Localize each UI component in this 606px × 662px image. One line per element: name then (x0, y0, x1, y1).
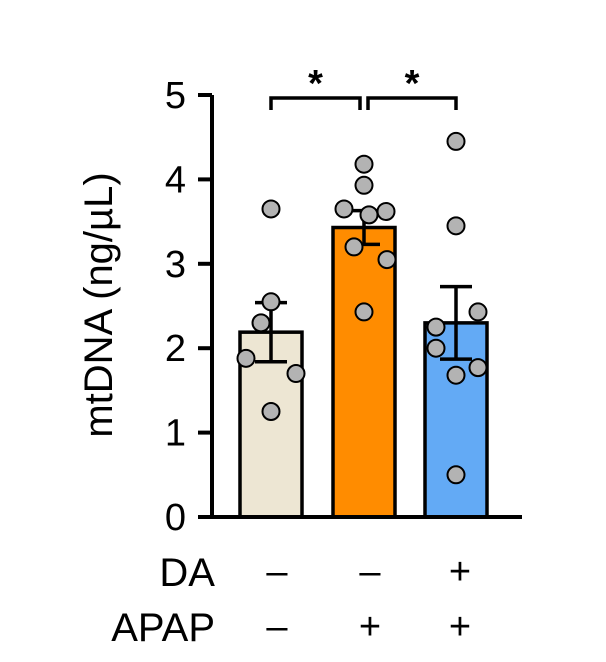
condition-value: + (359, 606, 381, 648)
data-point (446, 216, 466, 236)
data-point (376, 201, 396, 221)
data-point (468, 302, 488, 322)
data-point (344, 237, 364, 257)
data-point (354, 175, 374, 195)
data-point (354, 302, 374, 322)
condition-table: DA – – + APAP – + + (111, 551, 471, 650)
y-tick-label: 3 (165, 244, 186, 286)
condition-value: + (449, 606, 471, 648)
data-point (236, 348, 256, 368)
y-tick-label: 0 (165, 497, 186, 539)
y-axis-label: mtDNA (ng/µL) (77, 172, 121, 437)
significance-bracket-0 (269, 96, 362, 110)
data-point (446, 131, 466, 151)
condition-value: – (266, 551, 288, 593)
data-point (359, 205, 379, 225)
y-tick-label: 5 (165, 75, 186, 117)
significance-brackets: * * (269, 63, 458, 110)
data-point (446, 365, 466, 385)
y-tick-label: 2 (165, 328, 186, 370)
condition-label-apap: APAP (111, 606, 215, 650)
y-tick-label: 4 (165, 159, 186, 201)
data-point (446, 465, 466, 485)
condition-label-da: DA (159, 551, 215, 595)
data-point (251, 313, 271, 333)
significance-label-1: * (405, 63, 420, 105)
bar-1 (331, 225, 397, 519)
data-point (261, 292, 281, 312)
condition-value: + (449, 551, 471, 593)
y-axis-label-group: mtDNA (ng/µL) (77, 172, 121, 437)
significance-label-0: * (308, 63, 323, 105)
condition-value: – (266, 606, 288, 648)
significance-bracket-1 (366, 96, 458, 110)
data-point (377, 250, 397, 270)
data-point (354, 154, 374, 174)
y-tick-label: 1 (165, 413, 186, 455)
data-point (261, 199, 281, 219)
data-point (426, 338, 446, 358)
data-point (286, 364, 306, 384)
condition-value: – (359, 551, 381, 593)
data-point (334, 199, 354, 219)
data-points-group (236, 131, 488, 485)
data-point (426, 317, 446, 337)
y-axis: 0 1 2 3 4 5 (165, 75, 214, 539)
data-point (468, 358, 488, 378)
data-point (261, 402, 281, 421)
